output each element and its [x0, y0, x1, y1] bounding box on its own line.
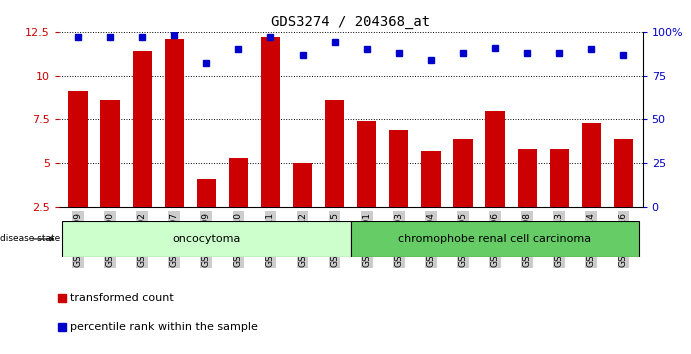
Text: disease state: disease state — [0, 234, 60, 244]
Bar — [133, 51, 152, 207]
Bar — [62, 221, 350, 257]
Bar — [518, 149, 537, 207]
Bar — [357, 121, 377, 207]
Title: GDS3274 / 204368_at: GDS3274 / 204368_at — [271, 16, 430, 29]
Text: chromophobe renal cell carcinoma: chromophobe renal cell carcinoma — [399, 234, 591, 244]
Bar — [549, 149, 569, 207]
Bar — [68, 91, 88, 207]
Bar — [614, 139, 633, 207]
Bar — [350, 221, 639, 257]
Text: oncocytoma: oncocytoma — [172, 234, 240, 244]
Bar — [164, 39, 184, 207]
Text: percentile rank within the sample: percentile rank within the sample — [70, 322, 258, 332]
Bar — [100, 100, 120, 207]
Bar — [325, 100, 344, 207]
Bar — [485, 111, 504, 207]
Bar — [453, 139, 473, 207]
Bar — [229, 158, 248, 207]
Bar — [422, 151, 440, 207]
Bar — [293, 163, 312, 207]
Bar — [582, 123, 601, 207]
Bar — [389, 130, 408, 207]
Text: transformed count: transformed count — [70, 292, 174, 303]
Bar — [261, 37, 280, 207]
Bar — [197, 179, 216, 207]
